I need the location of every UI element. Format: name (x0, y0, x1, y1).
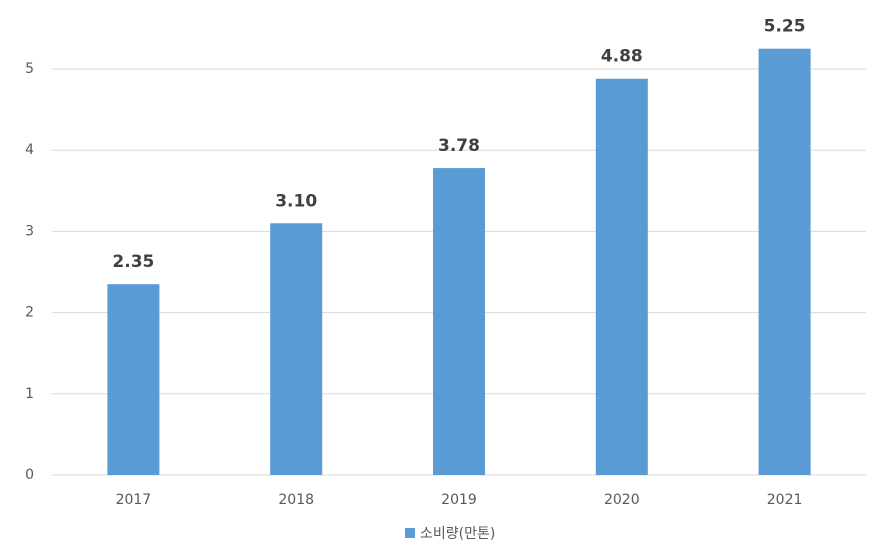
bar (595, 78, 648, 475)
value-label: 3.78 (438, 136, 480, 156)
y-tick-label: 2 (25, 305, 34, 321)
bar (270, 223, 323, 475)
x-tick-label: 2018 (278, 492, 314, 508)
value-label: 3.10 (275, 191, 317, 211)
bar (433, 168, 485, 475)
legend-swatch (405, 528, 415, 538)
legend-label: 소비량(만톤) (420, 526, 495, 542)
x-tick-label: 2021 (767, 492, 803, 508)
bar (758, 48, 811, 475)
x-tick-label: 2019 (441, 492, 477, 508)
y-tick-label: 5 (25, 61, 34, 77)
value-label: 5.25 (764, 17, 806, 37)
y-tick-label: 4 (25, 142, 34, 158)
x-tick-label: 2020 (604, 492, 640, 508)
value-label: 2.35 (112, 252, 154, 272)
y-tick-label: 0 (25, 467, 34, 483)
value-label: 4.88 (601, 47, 643, 67)
y-tick-label: 3 (25, 223, 34, 239)
y-tick-label: 1 (25, 386, 34, 402)
x-tick-label: 2017 (116, 492, 152, 508)
bar (107, 284, 160, 475)
